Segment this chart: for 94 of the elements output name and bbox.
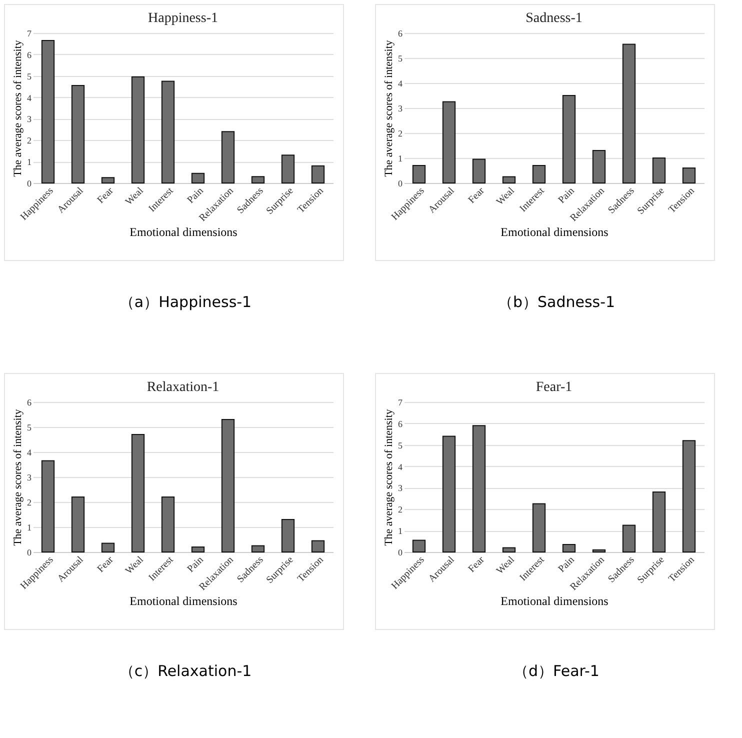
bar (682, 440, 696, 552)
bar (101, 177, 115, 184)
bar (412, 165, 426, 184)
x-tick-label: Fear (95, 554, 116, 575)
y-tick-label: 1 (398, 526, 402, 536)
y-tick-label: 3 (398, 483, 403, 494)
bar (191, 546, 205, 552)
bar (622, 524, 636, 552)
bar (251, 176, 265, 184)
bar (281, 519, 295, 552)
text: （c）Relaxation-1 (118, 662, 253, 681)
y-tick-label: 7 (398, 398, 403, 408)
bar (592, 150, 606, 184)
y-tick-label: 2 (27, 498, 32, 508)
x-tick-label: Fear (95, 185, 116, 206)
x-axis-title: Emotional dimensions (130, 594, 238, 608)
y-tick-label: 2 (398, 128, 402, 138)
bar (472, 425, 486, 552)
bar (311, 165, 325, 184)
y-tick-label: 6 (398, 28, 403, 38)
y-axis-title: The average scores of intensity (383, 40, 395, 177)
bar (41, 460, 55, 552)
bar (221, 419, 235, 552)
bar (682, 168, 696, 184)
chart-title: Happiness-1 (148, 11, 218, 26)
y-tick-label: 0 (27, 178, 32, 188)
x-axis-title: Emotional dimensions (500, 594, 609, 608)
x-tick-label: Fear (466, 554, 488, 575)
y-tick-label: 7 (27, 28, 32, 38)
chart-title: Relaxation-1 (146, 380, 220, 395)
bar (412, 540, 426, 552)
x-axis-title: Emotional dimensions (500, 225, 609, 240)
y-axis-title: The average scores of intensity (383, 408, 395, 546)
bar (191, 172, 205, 184)
x-tick-label: Weal (124, 554, 146, 577)
bar (71, 85, 85, 184)
y-tick-label: 0 (27, 548, 32, 558)
bar (221, 131, 235, 184)
bar (502, 176, 516, 184)
bar (281, 154, 295, 184)
bar (652, 492, 666, 552)
y-tick-label: 1 (27, 157, 32, 168)
y-tick-label: 4 (398, 462, 403, 472)
bar (131, 434, 145, 552)
y-axis-title: The average scores of intensity (12, 40, 24, 177)
x-axis-title: Emotional dimensions (130, 225, 238, 240)
y-tick-label: 0 (398, 178, 403, 188)
y-axis-title: The average scores of intensity (12, 408, 24, 546)
y-tick-label: 3 (398, 104, 403, 114)
bar (161, 80, 175, 184)
x-tick-label: Weal (494, 185, 517, 208)
bar (562, 95, 576, 184)
y-tick-label: 1 (398, 154, 402, 164)
chart-title: Sadness-1 (526, 11, 582, 26)
y-tick-label: 4 (398, 78, 403, 88)
y-tick-label: 2 (398, 504, 402, 515)
bar (592, 549, 606, 552)
bar (622, 44, 636, 184)
bar (652, 158, 666, 184)
y-tick-label: 5 (27, 422, 32, 432)
bar (71, 496, 85, 552)
chart-title: Fear-1 (536, 380, 572, 395)
bar (442, 101, 456, 184)
bar (532, 165, 546, 184)
x-tick-label: Weal (494, 554, 517, 577)
y-tick-label: 6 (398, 418, 403, 429)
x-tick-label: Weal (124, 185, 146, 208)
y-tick-label: 3 (27, 472, 32, 482)
bar (101, 542, 115, 552)
bar (532, 503, 546, 552)
y-tick-label: 2 (27, 136, 32, 146)
bar (41, 40, 55, 184)
y-tick-label: 4 (27, 92, 32, 103)
bar (442, 436, 456, 552)
bar (311, 540, 325, 552)
y-tick-label: 1 (27, 522, 32, 532)
y-tick-label: 0 (398, 548, 403, 558)
y-tick-label: 6 (27, 50, 32, 60)
text: （d）Fear-1 (512, 662, 600, 681)
x-tick-label: Fear (466, 185, 488, 206)
text: （b）Sadness-1 (496, 293, 616, 312)
y-tick-label: 5 (398, 440, 403, 450)
y-tick-label: 4 (27, 448, 32, 458)
bar (161, 496, 175, 552)
bar (251, 545, 265, 552)
y-tick-label: 5 (398, 54, 403, 64)
y-tick-label: 5 (27, 71, 32, 82)
y-tick-label: 6 (27, 398, 32, 408)
text: （a）Happiness-1 (118, 293, 253, 312)
bar (472, 158, 486, 184)
bar (502, 547, 516, 552)
bar (131, 76, 145, 184)
y-tick-label: 3 (27, 114, 32, 124)
bar (562, 544, 576, 552)
